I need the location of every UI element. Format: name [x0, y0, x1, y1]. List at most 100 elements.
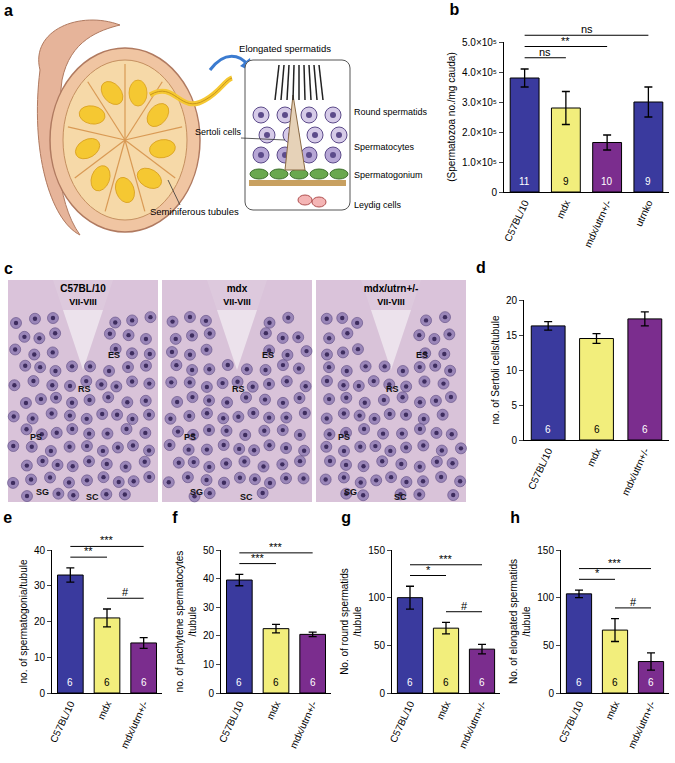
- svg-text:0: 0: [548, 688, 554, 699]
- svg-text:C57BL/10: C57BL/10: [557, 699, 586, 744]
- svg-text:ES: ES: [262, 350, 274, 360]
- svg-text:6: 6: [612, 677, 618, 688]
- svg-text:50: 50: [543, 640, 555, 651]
- svg-text:0: 0: [491, 187, 497, 198]
- svg-text:C57BL/10: C57BL/10: [526, 446, 555, 491]
- svg-text:*: *: [426, 564, 431, 576]
- svg-text:mdx: mdx: [95, 699, 113, 721]
- svg-text:mdx: mdx: [585, 446, 603, 468]
- svg-text:No. of round spermatids/tubule: No. of round spermatids/tubule: [339, 568, 363, 675]
- svg-text:0: 0: [208, 688, 214, 699]
- svg-text:f: f: [172, 509, 178, 526]
- svg-text:2.0×10⁵: 2.0×10⁵: [462, 127, 497, 138]
- svg-text:mdx/utrn+/-: mdx/utrn+/-: [626, 699, 657, 750]
- svg-text:C57BL/10: C57BL/10: [217, 699, 246, 744]
- svg-text:mdx/utrn+/-: mdx/utrn+/-: [288, 699, 319, 750]
- svg-text:mdx/utrn+/-: mdx/utrn+/-: [620, 446, 651, 497]
- svg-text:VII-VIII: VII-VIII: [223, 297, 251, 307]
- svg-text:5: 5: [511, 400, 517, 411]
- svg-text:3.0×10⁵: 3.0×10⁵: [462, 97, 497, 108]
- svg-text:b: b: [450, 1, 460, 18]
- svg-text:40: 40: [34, 545, 46, 556]
- svg-text:#: #: [461, 600, 468, 612]
- svg-text:30: 30: [203, 602, 215, 613]
- svg-text:10: 10: [203, 659, 215, 670]
- svg-text:***: ***: [251, 552, 265, 564]
- svg-text:c: c: [4, 260, 13, 277]
- svg-text:10: 10: [34, 652, 46, 663]
- svg-text:mdx/utrn+/-: mdx/utrn+/-: [457, 699, 488, 750]
- svg-text:20: 20: [506, 295, 518, 306]
- svg-text:6: 6: [545, 424, 551, 435]
- svg-text:Seminiferous tubules: Seminiferous tubules: [150, 206, 239, 217]
- svg-text:PS: PS: [30, 432, 42, 442]
- svg-text:C57BL/10: C57BL/10: [60, 283, 106, 294]
- svg-text:ns: ns: [581, 23, 593, 35]
- svg-text:6: 6: [141, 677, 147, 688]
- svg-text:Spermatogonium: Spermatogonium: [354, 170, 423, 180]
- svg-text:SC: SC: [394, 492, 407, 502]
- svg-text:RS: RS: [386, 384, 399, 394]
- svg-text:*: *: [595, 567, 600, 579]
- svg-text:9: 9: [563, 176, 569, 187]
- svg-text:g: g: [341, 509, 351, 526]
- svg-text:C57BL/10: C57BL/10: [48, 699, 77, 744]
- svg-text:mdx: mdx: [554, 198, 572, 220]
- svg-text:100: 100: [537, 592, 554, 603]
- svg-text:#: #: [122, 586, 129, 598]
- svg-text:mdx/utrn+/-: mdx/utrn+/-: [119, 699, 150, 750]
- svg-text:150: 150: [368, 545, 385, 556]
- svg-text:**: **: [561, 35, 570, 47]
- svg-text:PS: PS: [338, 432, 350, 442]
- svg-text:(Spermatozoa no./mg cauda): (Spermatozoa no./mg cauda): [446, 52, 457, 182]
- svg-text:10: 10: [601, 176, 613, 187]
- svg-text:no. of pachytene spermatocytes: no. of pachytene spermatocytes/tubule: [174, 551, 198, 693]
- svg-text:ns: ns: [539, 46, 551, 58]
- svg-text:#: #: [630, 596, 637, 608]
- svg-text:***: ***: [100, 534, 114, 546]
- svg-text:6: 6: [407, 677, 413, 688]
- svg-text:ES: ES: [416, 350, 428, 360]
- svg-text:30: 30: [34, 580, 46, 591]
- svg-text:5.0×10⁵: 5.0×10⁵: [462, 37, 497, 48]
- svg-text:VII-VIII: VII-VIII: [377, 297, 405, 307]
- svg-text:11: 11: [519, 176, 530, 187]
- svg-text:d: d: [476, 259, 486, 276]
- svg-text:mdx: mdx: [227, 283, 248, 294]
- svg-text:PS: PS: [184, 432, 196, 442]
- svg-text:RS: RS: [232, 384, 245, 394]
- svg-text:***: ***: [439, 553, 453, 565]
- svg-text:20: 20: [203, 630, 215, 641]
- svg-text:mdx/utrn+/-: mdx/utrn+/-: [582, 198, 613, 249]
- svg-text:150: 150: [537, 545, 554, 556]
- svg-text:e: e: [3, 509, 12, 526]
- svg-text:0: 0: [511, 435, 517, 446]
- svg-text:0: 0: [39, 688, 45, 699]
- svg-text:9: 9: [645, 176, 651, 187]
- svg-text:Spermatocytes: Spermatocytes: [354, 142, 415, 152]
- svg-text:Elongated spermatids: Elongated spermatids: [239, 43, 331, 54]
- svg-text:Leydig cells: Leydig cells: [354, 200, 402, 210]
- svg-text:mdx/utrn+/-: mdx/utrn+/-: [364, 283, 419, 294]
- svg-text:utrnko: utrnko: [633, 198, 655, 228]
- svg-text:6: 6: [576, 677, 582, 688]
- svg-text:6: 6: [479, 677, 485, 688]
- svg-text:SC: SC: [86, 492, 99, 502]
- svg-text:***: ***: [608, 557, 622, 569]
- svg-text:10: 10: [506, 365, 518, 376]
- svg-text:SG: SG: [344, 487, 357, 497]
- svg-text:mdx: mdx: [434, 699, 452, 721]
- svg-text:4.0×10⁵: 4.0×10⁵: [462, 67, 497, 78]
- svg-text:20: 20: [34, 616, 46, 627]
- svg-text:50: 50: [374, 640, 386, 651]
- svg-text:6: 6: [310, 677, 316, 688]
- svg-text:h: h: [510, 509, 520, 526]
- svg-text:SC: SC: [240, 492, 253, 502]
- svg-text:6: 6: [67, 677, 73, 688]
- svg-text:50: 50: [203, 545, 215, 556]
- svg-text:6: 6: [236, 677, 242, 688]
- svg-text:No. of elongated spermatids/tu: No. of elongated spermatids/tubule: [508, 559, 532, 684]
- svg-text:6: 6: [443, 677, 449, 688]
- svg-text:VII-VIII: VII-VIII: [69, 297, 97, 307]
- svg-text:C57BL/10: C57BL/10: [502, 198, 531, 243]
